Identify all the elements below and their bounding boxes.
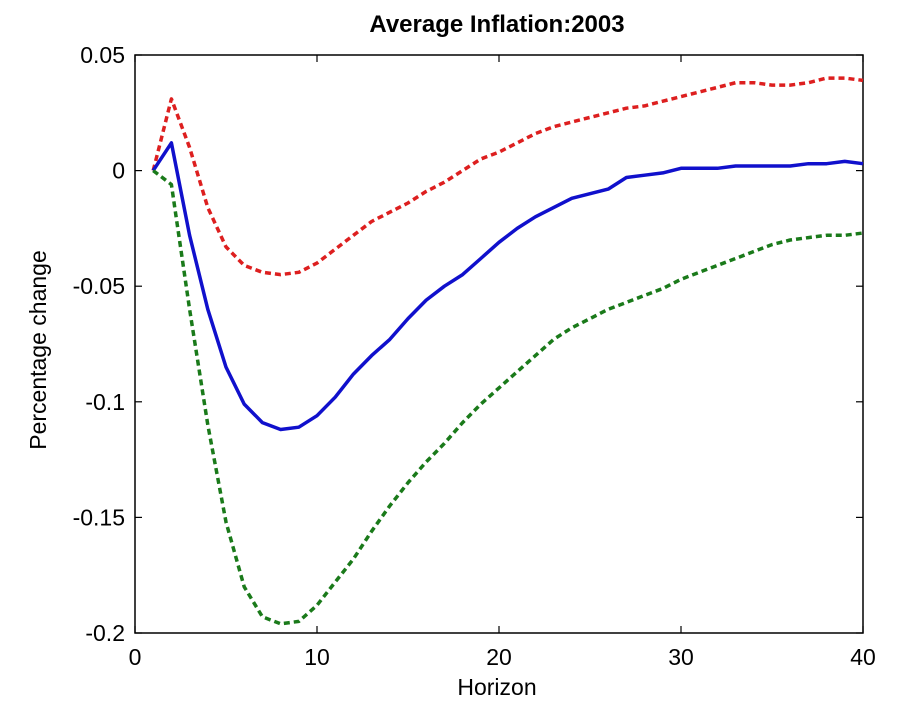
y-tick-label: -0.1 — [85, 389, 125, 415]
mean-response-line — [151, 141, 864, 432]
x-tick-label: 40 — [850, 644, 876, 670]
series-lines — [151, 76, 864, 626]
x-tick-label: 0 — [129, 644, 142, 670]
y-tick-label: -0.05 — [73, 273, 125, 299]
y-axis-title: Percentage change — [25, 250, 51, 450]
chart-title: Average Inflation:2003 — [369, 11, 624, 38]
axis-ticks: 0 10 20 30 40 0.05 0 -0.05 -0.1 -0.15 -0.2 — [73, 42, 876, 670]
x-tick-label: 30 — [668, 644, 694, 670]
y-tick-label: -0.15 — [73, 504, 125, 530]
lower-band-line — [152, 169, 864, 626]
upper-band-line — [151, 76, 864, 277]
plot-area-frame — [134, 54, 864, 634]
y-tick-label: -0.2 — [85, 620, 125, 646]
y-tick-label: 0 — [112, 158, 125, 184]
y-tick-label: 0.05 — [80, 42, 125, 68]
x-tick-label: 20 — [486, 644, 512, 670]
x-tick-label: 10 — [304, 644, 330, 670]
x-axis-title: Horizon — [457, 674, 536, 700]
